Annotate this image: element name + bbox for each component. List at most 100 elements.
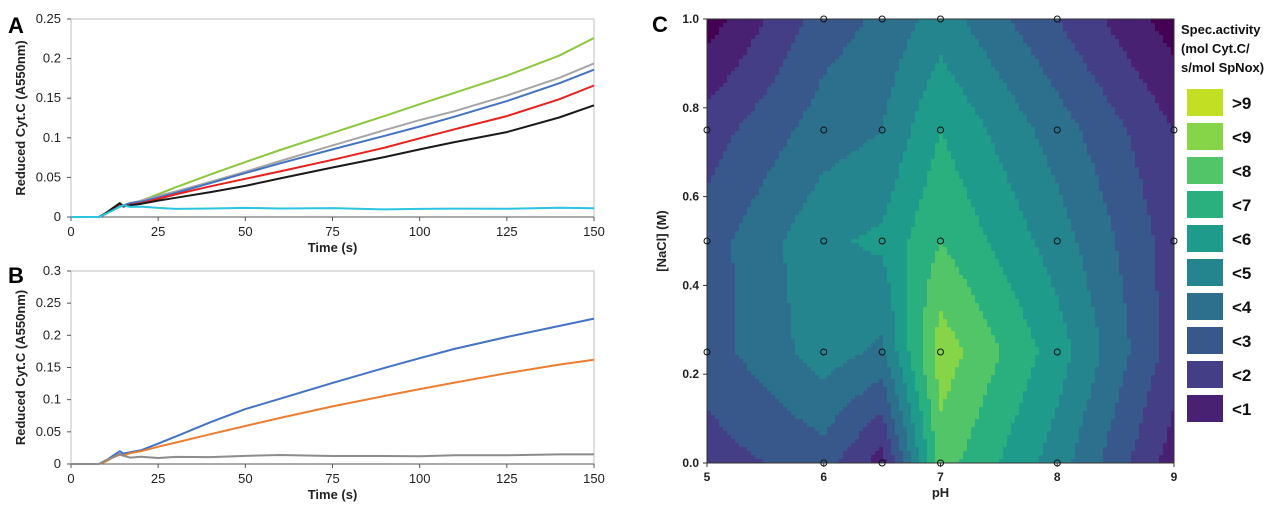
heatmap-cell <box>791 435 796 440</box>
heatmap-cell <box>743 427 748 432</box>
heatmap-cell <box>831 179 836 184</box>
heatmap-cell <box>811 375 816 380</box>
heatmap-cell <box>707 271 712 276</box>
heatmap-cell <box>879 367 884 372</box>
heatmap-cell <box>831 347 836 352</box>
heatmap-cell <box>883 23 888 28</box>
heatmap-cell <box>735 315 740 320</box>
heatmap-cell <box>787 123 792 128</box>
heatmap-cell <box>759 19 764 24</box>
x-tick-label: 25 <box>151 224 165 239</box>
heatmap-cell <box>823 375 828 380</box>
heatmap-cell <box>811 315 816 320</box>
heatmap-cell <box>827 127 832 132</box>
heatmap-cell <box>795 267 800 272</box>
heatmap-cell <box>819 111 824 116</box>
heatmap-cell <box>843 183 848 188</box>
heatmap-cell <box>759 43 764 48</box>
heatmap-cell <box>855 255 860 260</box>
heatmap-cell <box>871 411 876 416</box>
heatmap-cell <box>835 127 840 132</box>
heatmap-cell <box>743 271 748 276</box>
heatmap-cell <box>819 211 824 216</box>
heatmap-cell <box>823 235 828 240</box>
heatmap-cell <box>775 443 780 448</box>
heatmap-cell <box>783 423 788 428</box>
heatmap-cell <box>751 83 756 88</box>
heatmap-cell <box>727 359 732 364</box>
heatmap-cell <box>851 199 856 204</box>
heatmap-cell <box>783 159 788 164</box>
heatmap-cell <box>875 315 880 320</box>
heatmap-cell <box>715 367 720 372</box>
heatmap-cell <box>791 159 796 164</box>
heatmap-cell <box>799 259 804 264</box>
heatmap-cell <box>731 371 736 376</box>
heatmap-cell <box>779 303 784 308</box>
heatmap-cell <box>743 27 748 32</box>
heatmap-cell <box>727 107 732 112</box>
heatmap-cell <box>871 111 876 116</box>
heatmap-cell <box>771 47 776 52</box>
heatmap-cell <box>735 191 740 196</box>
heatmap-cell <box>775 187 780 192</box>
heatmap-cell <box>835 423 840 428</box>
heatmap-cell <box>839 35 844 40</box>
heatmap-cell <box>791 183 796 188</box>
heatmap-cell <box>839 359 844 364</box>
heatmap-cell <box>739 439 744 444</box>
heatmap-cell <box>807 167 812 172</box>
heatmap-cell <box>767 275 772 280</box>
heatmap-cell <box>871 339 876 344</box>
heatmap-cell <box>731 407 736 412</box>
heatmap-cell <box>867 315 872 320</box>
heatmap-cell <box>871 251 876 256</box>
heatmap-cell <box>823 67 828 72</box>
heatmap-cell <box>783 235 788 240</box>
heatmap-cell <box>759 67 764 72</box>
heatmap-cell <box>743 127 748 132</box>
heatmap-cell <box>747 167 752 172</box>
heatmap-cell <box>759 383 764 388</box>
heatmap-cell <box>743 307 748 312</box>
heatmap-cell <box>755 111 760 116</box>
heatmap-cell <box>803 183 808 188</box>
heatmap-cell <box>735 291 740 296</box>
heatmap-cell <box>875 371 880 376</box>
heatmap-cell <box>819 23 824 28</box>
heatmap-cell <box>715 455 720 460</box>
heatmap-cell <box>767 263 772 268</box>
heatmap-cell <box>875 459 880 464</box>
heatmap-cell <box>811 243 816 248</box>
heatmap-cell <box>723 379 728 384</box>
heatmap-cell <box>791 343 796 348</box>
heatmap-cell <box>787 67 792 72</box>
heatmap-cell <box>811 139 816 144</box>
heatmap-cell <box>871 431 876 436</box>
heatmap-cell <box>731 211 736 216</box>
heatmap-cell <box>743 299 748 304</box>
heatmap-cell <box>711 427 716 432</box>
heatmap-cell <box>847 443 852 448</box>
heatmap-cell <box>727 395 732 400</box>
heatmap-cell <box>871 23 876 28</box>
heatmap-cell <box>835 263 840 268</box>
heatmap-cell <box>875 251 880 256</box>
heatmap-cell <box>819 259 824 264</box>
heatmap-cell <box>811 67 816 72</box>
heatmap-cell <box>867 103 872 108</box>
heatmap-cell <box>767 419 772 424</box>
heatmap-cell <box>787 319 792 324</box>
heatmap-cell <box>719 347 724 352</box>
heatmap-cell <box>707 155 712 160</box>
heatmap-cell <box>763 367 768 372</box>
heatmap-cell <box>767 19 772 24</box>
heatmap-cell <box>751 379 756 384</box>
heatmap-cell <box>711 295 716 300</box>
heatmap-cell <box>815 95 820 100</box>
heatmap-cell <box>783 123 788 128</box>
heatmap-cell <box>755 219 760 224</box>
heatmap-cell <box>815 407 820 412</box>
heatmap-cell <box>771 167 776 172</box>
heatmap-cell <box>835 107 840 112</box>
